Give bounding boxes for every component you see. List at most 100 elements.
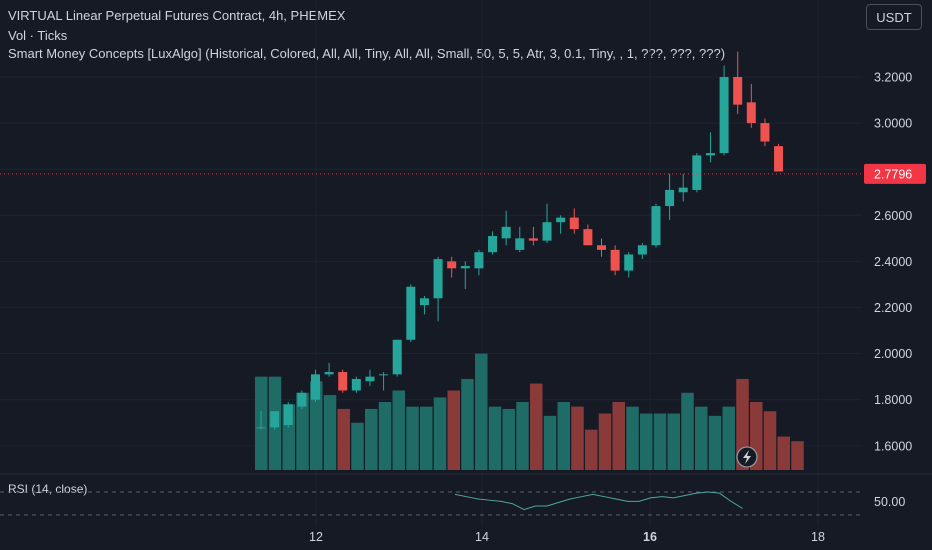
volume-bar	[433, 397, 447, 470]
volume-bar	[640, 413, 653, 470]
candle-body	[460, 266, 470, 269]
price-tick-label: 1.6000	[874, 439, 912, 453]
candle-body	[733, 77, 743, 105]
price-tick-label: 2.4000	[874, 255, 912, 269]
candlesticks	[256, 51, 784, 430]
candle-body	[392, 339, 402, 375]
time-tick-label: 12	[309, 530, 323, 544]
candle-body	[515, 238, 525, 250]
volume-bar	[447, 390, 460, 470]
volume-bar	[310, 381, 323, 470]
candle-body	[338, 372, 348, 391]
volume-bar	[351, 422, 364, 470]
time-tick-label: 14	[475, 530, 489, 544]
volume-bar	[791, 441, 804, 470]
volume-indicator-label[interactable]: Vol · Ticks	[8, 28, 68, 43]
currency-button[interactable]: USDT	[866, 4, 922, 30]
volume-bar	[612, 402, 625, 470]
chart-overlay	[0, 173, 932, 475]
candle-body	[419, 298, 429, 306]
volume-bar	[557, 402, 570, 470]
candle-body	[719, 77, 729, 154]
time-tick-label: 16	[643, 530, 657, 544]
candle-body	[528, 238, 538, 241]
volume-bar	[598, 413, 612, 470]
candle-body	[746, 102, 756, 124]
lightning-icon	[743, 450, 751, 464]
volume-bars	[255, 353, 804, 470]
candle-body	[379, 374, 389, 376]
volume-bar	[571, 406, 584, 470]
candle-body	[610, 249, 620, 271]
time-tick-label: 18	[811, 530, 825, 544]
candle-body	[556, 217, 566, 223]
volume-bar	[406, 406, 419, 470]
volume-bar	[337, 408, 350, 470]
volume-bar	[695, 406, 708, 470]
price-tick-label: 2.0000	[874, 347, 912, 361]
symbol-title: VIRTUAL Linear Perpetual Futures Contrac…	[8, 8, 346, 23]
volume-bar	[777, 436, 790, 470]
candle-body	[283, 404, 293, 426]
price-tick-label: 2.2000	[874, 301, 912, 315]
candle-body	[433, 259, 443, 299]
volume-bar	[488, 406, 502, 470]
candle-body	[447, 261, 457, 269]
volume-bar	[708, 415, 722, 470]
candle-body	[406, 286, 416, 340]
candle-body	[665, 189, 675, 207]
replay-icon	[736, 446, 758, 468]
rsi-value-label: 50.00	[874, 495, 905, 509]
volume-bar	[763, 411, 777, 470]
rsi-line	[454, 491, 743, 511]
last-price-label: 2.7796	[874, 167, 912, 181]
volume-bar	[722, 406, 735, 470]
volume-bar	[392, 390, 405, 470]
volume-bar	[502, 408, 515, 470]
price-tick-label: 3.2000	[874, 71, 912, 85]
rsi-pane	[0, 491, 862, 516]
volume-bar	[667, 413, 680, 470]
candle-body	[270, 411, 280, 428]
volume-bar	[585, 429, 598, 470]
volume-bar	[626, 406, 639, 470]
candle-body	[310, 374, 320, 400]
candle-body	[501, 226, 511, 239]
volume-bar	[530, 383, 543, 470]
volume-bar	[296, 392, 309, 470]
candle-body	[597, 245, 606, 250]
smc-indicator-label[interactable]: Smart Money Concepts [LuxAlgo] (Historic…	[8, 46, 726, 61]
volume-bar	[378, 402, 392, 470]
candle-body	[583, 229, 593, 246]
candle-body	[365, 376, 375, 382]
price-axis: 1.6000 1.8000 2.0000 2.2000 2.4000 2.6000 3.00…	[864, 71, 926, 509]
volume-bar	[323, 395, 337, 470]
price-tick-label: 1.8000	[874, 393, 912, 407]
candle-body	[488, 236, 498, 253]
candle-body	[297, 392, 307, 407]
volume-bar	[653, 413, 667, 470]
volume-bar	[516, 402, 529, 470]
candle-body	[692, 155, 702, 190]
price-tick-label: 3.0000	[874, 117, 912, 131]
volume-bar	[475, 353, 488, 470]
candle-body	[705, 153, 715, 156]
candle-body	[678, 187, 688, 193]
volume-bar	[365, 408, 378, 470]
volume-bar	[543, 415, 557, 470]
volume-bar	[681, 392, 694, 470]
time-axis: 12 14 16 18	[309, 530, 825, 544]
candle-body	[256, 427, 266, 429]
last-price-badge	[864, 163, 926, 184]
candle-body	[474, 252, 484, 269]
candle-body	[637, 245, 647, 255]
volume-bar	[420, 406, 433, 470]
candle-body	[324, 372, 334, 375]
candle-body	[569, 217, 579, 230]
candle-body	[651, 206, 661, 246]
candle-body	[624, 254, 634, 271]
candle-body	[351, 378, 361, 391]
candle-body	[760, 123, 770, 142]
candle-body	[774, 146, 784, 172]
